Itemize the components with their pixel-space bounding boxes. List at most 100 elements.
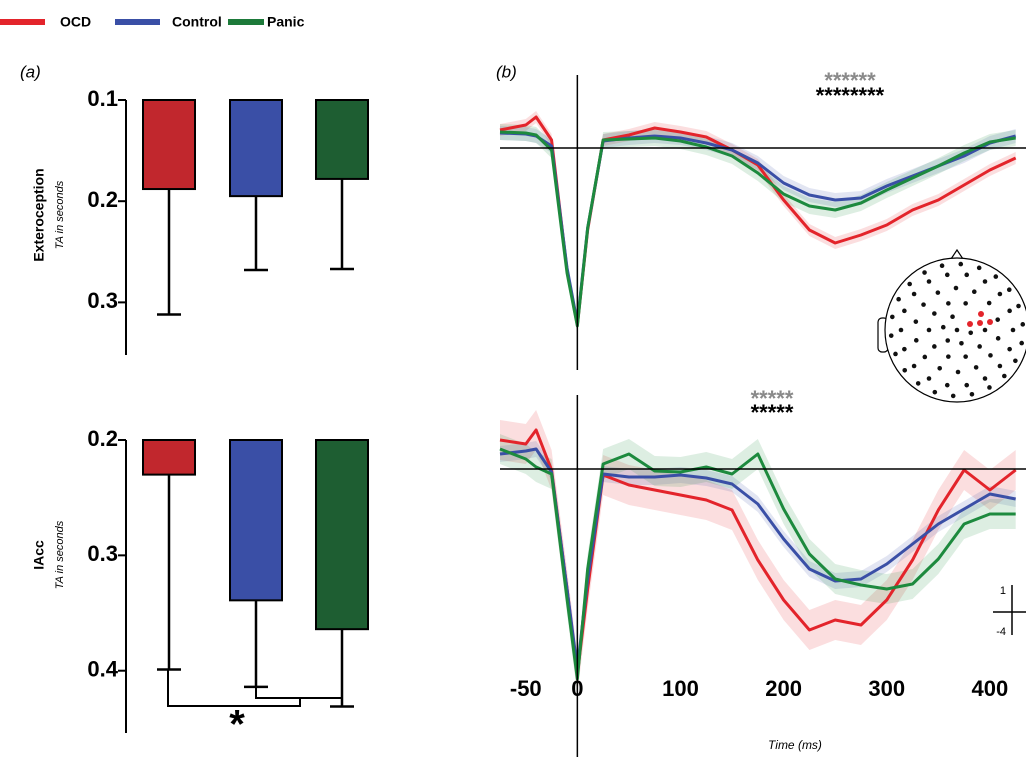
legend-label: OCD: [60, 14, 91, 30]
significance-stars: ******: [824, 68, 876, 93]
bar: [229, 99, 283, 198]
electrode: [1016, 303, 1021, 309]
bar: [142, 99, 196, 191]
electrode: [888, 333, 894, 338]
significance-stars: *****: [751, 400, 794, 425]
electrode: [915, 381, 921, 386]
panel-label: (a): [20, 62, 41, 81]
electrode: [964, 382, 970, 388]
electrode: [971, 289, 977, 295]
electrode: [937, 365, 943, 371]
electrode: [926, 279, 932, 284]
electrode: [922, 354, 928, 360]
y-tick-label: 0.3: [87, 541, 118, 566]
electrode: [932, 344, 937, 349]
electrode: [964, 272, 970, 278]
y-axis-title: IAcc: [31, 540, 47, 570]
electrodes: [888, 261, 1026, 399]
bar: [229, 439, 283, 602]
electrode: [982, 279, 988, 284]
electrode: [932, 311, 937, 316]
electrode-highlight: [967, 321, 973, 327]
electrode: [973, 365, 979, 370]
electrode: [944, 382, 950, 388]
electrode: [963, 301, 968, 306]
electrode: [976, 265, 982, 271]
electrode: [911, 363, 917, 369]
erp-line: [499, 447, 1016, 681]
scale-label: -4: [996, 626, 1006, 638]
electrode: [922, 270, 927, 275]
electrode: [932, 389, 938, 395]
electrode: [986, 300, 992, 306]
electrode: [935, 290, 941, 295]
electrode: [977, 344, 982, 349]
scalp-map: [877, 248, 1026, 403]
electrode: [1006, 287, 1012, 293]
bar: [315, 99, 369, 180]
electrode: [911, 291, 917, 297]
electrode-highlight: [978, 311, 984, 317]
electrode: [963, 354, 968, 359]
electrode: [955, 369, 961, 375]
electrode: [946, 301, 951, 306]
electrode: [993, 274, 999, 279]
electrode: [1020, 322, 1026, 327]
electrode: [893, 351, 898, 357]
significance-star: *: [229, 703, 245, 747]
significance-bracket: [255, 688, 343, 699]
electrode: [1007, 308, 1012, 314]
electrode: [913, 338, 919, 343]
bar: [315, 439, 369, 631]
x-tick-label: 200: [765, 676, 802, 701]
x-axis-title: Time (ms): [768, 738, 822, 752]
electrode: [954, 327, 960, 333]
legend-label: Panic: [267, 14, 305, 30]
electrode: [902, 346, 907, 352]
electrode: [898, 327, 904, 333]
electrode: [921, 302, 926, 307]
sem-band: [500, 434, 1016, 694]
electrode: [997, 291, 1003, 297]
electrode: [946, 354, 951, 359]
significance-stars: *****: [751, 386, 794, 411]
electrode: [950, 393, 956, 399]
electrode-highlight: [987, 319, 993, 325]
x-tick-label: -50: [510, 676, 542, 701]
electrode: [968, 330, 974, 336]
electrode: [958, 261, 964, 267]
bar: [142, 439, 196, 476]
legend-label: Control: [172, 14, 222, 30]
x-tick-label: 0: [571, 676, 583, 701]
electrode: [959, 340, 964, 346]
electrode: [939, 263, 945, 269]
electrode-highlight: [977, 320, 983, 326]
electrode: [1002, 373, 1007, 379]
electrode: [944, 272, 950, 278]
electrode: [950, 314, 955, 320]
electrode: [995, 317, 1001, 322]
x-tick-label: 100: [662, 676, 699, 701]
electrode: [907, 281, 912, 287]
electrode: [940, 324, 946, 330]
electrode: [945, 338, 951, 343]
electrode: [902, 367, 908, 373]
electrode: [953, 285, 959, 291]
significance-bracket: [167, 670, 301, 707]
x-tick-label: 300: [868, 676, 905, 701]
electrode: [987, 385, 992, 390]
electrode: [982, 376, 988, 381]
electrode: [896, 296, 901, 302]
electrode: [1013, 358, 1018, 364]
electrode: [913, 319, 919, 324]
panel-label: (b): [496, 62, 517, 81]
erp-line: [499, 130, 1016, 328]
electrode: [982, 327, 988, 333]
y-tick-label: 0.4: [87, 657, 118, 682]
y-tick-label: 0.1: [87, 86, 118, 111]
y-tick-label: 0.3: [87, 288, 118, 313]
electrode: [926, 327, 932, 333]
sem-band: [500, 441, 1016, 677]
y-tick-label: 0.2: [87, 426, 118, 451]
